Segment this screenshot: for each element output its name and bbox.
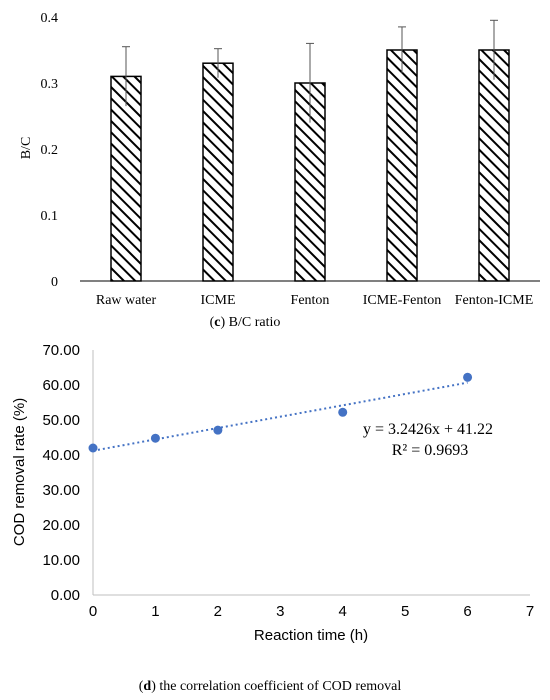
cod-data-point bbox=[88, 443, 98, 453]
cod-data-point bbox=[150, 433, 160, 443]
cod-xtick-label: 4 bbox=[339, 603, 347, 620]
cod-ytick-label: 30.00 bbox=[42, 482, 80, 499]
cod-xtick-label: 0 bbox=[89, 603, 97, 620]
cod-ytick-label: 70.00 bbox=[42, 342, 80, 359]
cod-xtick-label: 3 bbox=[276, 603, 284, 620]
cod-ylabel: COD removal rate (%) bbox=[11, 398, 28, 546]
bc-ytick-label: 0.1 bbox=[41, 209, 59, 224]
bc-ytick-label: 0 bbox=[51, 275, 58, 290]
cod-xtick-label: 1 bbox=[151, 603, 159, 620]
bc-bar bbox=[386, 49, 418, 282]
bc-category-label: Fenton-ICME bbox=[455, 293, 534, 308]
cod-equation: y = 3.2426x + 41.22 bbox=[363, 421, 493, 438]
cod-removal-chart: COD removal rate (%) 0.00 10.00 20.00 30.00… bbox=[11, 342, 534, 694]
bc-bar bbox=[110, 75, 142, 282]
cod-xtick-label: 5 bbox=[401, 603, 409, 620]
cod-data-point bbox=[463, 372, 473, 382]
bc-caption: (c) B/C ratio bbox=[210, 315, 281, 330]
bc-ratio-chart: B/C 0 0.1 0.2 0.3 0.4 Raw water ICME Fenton ICM… bbox=[19, 11, 540, 330]
bc-ytick-label: 0.2 bbox=[41, 143, 59, 158]
cod-ytick-label: 50.00 bbox=[42, 412, 80, 429]
cod-ytick-label: 40.00 bbox=[42, 447, 80, 464]
bc-category-label: Raw water bbox=[96, 293, 157, 308]
cod-ytick-label: 10.00 bbox=[42, 552, 80, 569]
cod-data-point bbox=[338, 407, 348, 417]
bc-ylabel: B/C bbox=[19, 137, 34, 160]
bc-ytick-label: 0.4 bbox=[41, 11, 59, 26]
cod-xtick-label: 2 bbox=[214, 603, 222, 620]
bc-bar bbox=[202, 62, 234, 282]
bc-category-label: ICME-Fenton bbox=[363, 293, 442, 308]
cod-caption: (d) the correlation coefficient of COD r… bbox=[139, 679, 402, 694]
cod-xtick-label: 7 bbox=[526, 603, 534, 620]
cod-ytick-label: 20.00 bbox=[42, 517, 80, 534]
cod-trendline bbox=[92, 381, 468, 452]
cod-data-point bbox=[213, 425, 223, 435]
bc-ytick-label: 0.3 bbox=[41, 77, 59, 92]
bc-bar bbox=[478, 49, 510, 282]
cod-ytick-label: 0.00 bbox=[51, 587, 80, 604]
cod-r-squared: R² = 0.9693 bbox=[392, 442, 469, 459]
bc-category-label: Fenton bbox=[291, 293, 330, 308]
cod-ytick-label: 60.00 bbox=[42, 377, 80, 394]
cod-xtick-label: 6 bbox=[463, 603, 471, 620]
bc-category-label: ICME bbox=[201, 293, 236, 308]
cod-xlabel: Reaction time (h) bbox=[254, 627, 368, 644]
